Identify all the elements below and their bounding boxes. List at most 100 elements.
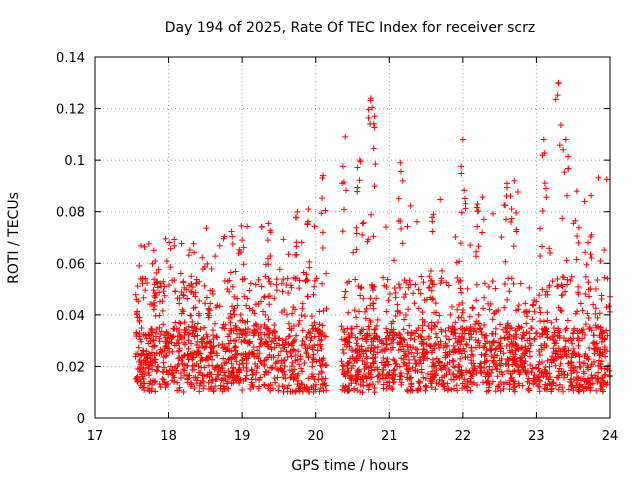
- data-point: [384, 276, 391, 283]
- data-point: [584, 310, 591, 317]
- data-point: [285, 251, 292, 258]
- data-point: [152, 342, 159, 349]
- data-point: [386, 383, 393, 390]
- data-point: [457, 355, 464, 362]
- data-point: [273, 276, 280, 283]
- data-point: [558, 292, 565, 299]
- data-point: [224, 333, 231, 340]
- data-point: [587, 251, 594, 258]
- data-point: [183, 286, 190, 293]
- data-point: [184, 371, 191, 378]
- data-point: [435, 380, 442, 387]
- data-point: [432, 323, 439, 330]
- data-point: [508, 206, 515, 213]
- data-point: [410, 353, 417, 360]
- data-point: [340, 350, 347, 357]
- data-point: [288, 363, 295, 370]
- data-point: [536, 225, 543, 232]
- data-point: [188, 289, 195, 296]
- data-point: [460, 345, 467, 352]
- data-point: [501, 304, 508, 311]
- data-point: [294, 208, 301, 215]
- data-point: [262, 261, 269, 268]
- data-point: [546, 245, 553, 252]
- data-point: [237, 328, 244, 335]
- data-point: [464, 377, 471, 384]
- data-point: [304, 277, 311, 284]
- data-point: [161, 283, 168, 290]
- data-point: [405, 368, 412, 375]
- data-point: [367, 97, 374, 104]
- data-point: [386, 291, 393, 298]
- data-point: [428, 384, 435, 391]
- data-point: [383, 325, 390, 332]
- data-point: [552, 382, 559, 389]
- data-point: [448, 328, 455, 335]
- data-point: [342, 288, 349, 295]
- data-point: [231, 353, 238, 360]
- data-point: [220, 355, 227, 362]
- data-point: [181, 361, 188, 368]
- data-point: [167, 245, 174, 252]
- data-point: [548, 385, 555, 392]
- data-point: [462, 200, 469, 207]
- data-point: [351, 307, 358, 314]
- data-point: [141, 387, 148, 394]
- x-tick-label: 24: [602, 429, 619, 444]
- data-point: [508, 215, 515, 222]
- data-point: [401, 316, 408, 323]
- data-point: [410, 290, 417, 297]
- data-point: [357, 353, 364, 360]
- data-point: [261, 340, 268, 347]
- data-point: [152, 356, 159, 363]
- data-point: [407, 281, 414, 288]
- data-point: [588, 372, 595, 379]
- data-point: [370, 120, 377, 127]
- data-point: [550, 345, 557, 352]
- data-point: [586, 345, 593, 352]
- data-point: [546, 363, 553, 370]
- data-point: [497, 335, 504, 342]
- data-point: [239, 276, 246, 283]
- data-point: [523, 347, 530, 354]
- data-point: [436, 312, 443, 319]
- data-point: [289, 310, 296, 317]
- data-point: [286, 333, 293, 340]
- data-point: [510, 280, 517, 287]
- data-point: [353, 355, 360, 362]
- data-point: [371, 344, 378, 351]
- data-point: [389, 344, 396, 351]
- data-point: [184, 352, 191, 359]
- data-point: [272, 379, 279, 386]
- data-point: [486, 381, 493, 388]
- data-point: [258, 298, 265, 305]
- data-point: [281, 362, 288, 369]
- data-point: [411, 357, 418, 364]
- data-point: [166, 338, 173, 345]
- data-point: [191, 249, 198, 256]
- data-point: [597, 361, 604, 368]
- data-point: [218, 365, 225, 372]
- data-point: [515, 380, 522, 387]
- data-point: [376, 337, 383, 344]
- data-point: [513, 307, 520, 314]
- data-point: [154, 367, 161, 374]
- data-point: [257, 340, 264, 347]
- data-point: [428, 325, 435, 332]
- data-point: [242, 328, 249, 335]
- data-point: [154, 278, 161, 285]
- data-point: [170, 325, 177, 332]
- data-point: [202, 343, 209, 350]
- data-point: [419, 309, 426, 316]
- data-point: [322, 333, 329, 340]
- data-point: [319, 174, 326, 181]
- data-point: [603, 348, 610, 355]
- data-point: [156, 298, 163, 305]
- data-point: [298, 312, 305, 319]
- data-point: [298, 239, 305, 246]
- data-point: [555, 80, 562, 87]
- data-point: [143, 335, 150, 342]
- data-point: [280, 388, 287, 395]
- data-point: [559, 215, 566, 222]
- data-point: [216, 242, 223, 249]
